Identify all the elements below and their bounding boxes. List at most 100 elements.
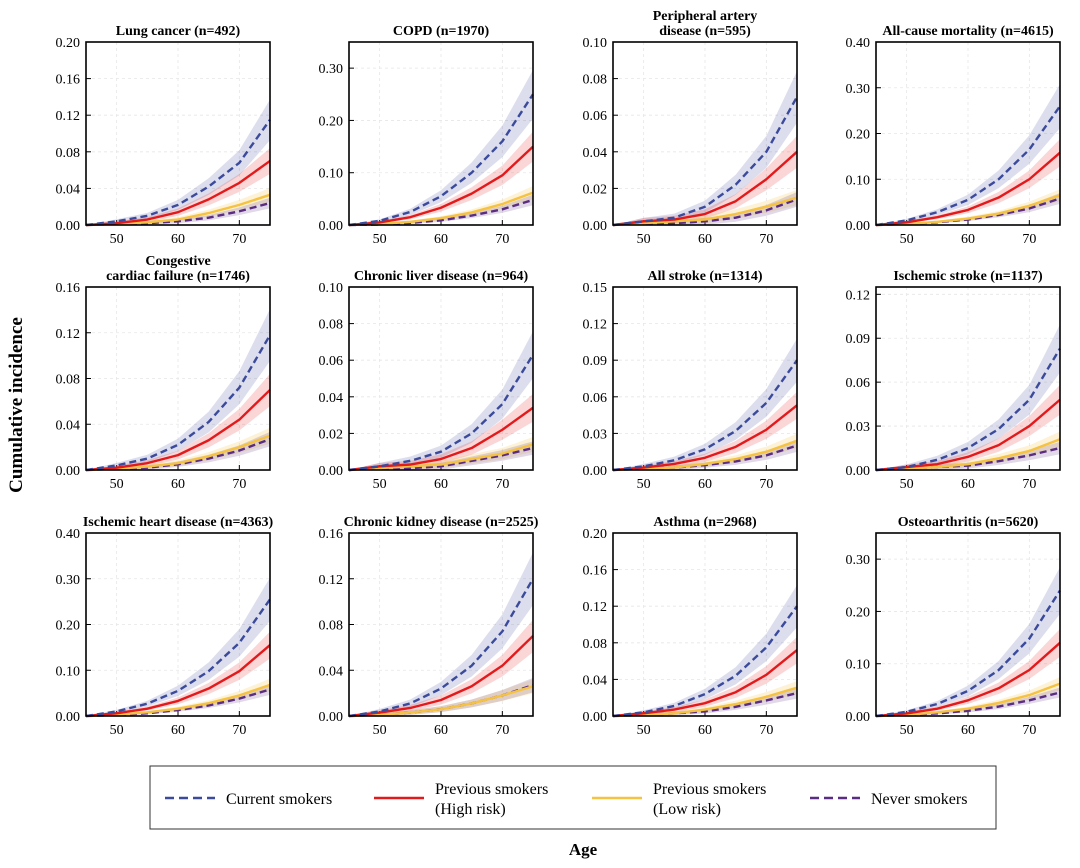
series-line-prev_low: [348, 685, 534, 718]
y-tick-label: 0.12: [583, 318, 608, 333]
y-tick-label: 0.00: [583, 710, 608, 725]
y-tick-label: 0.40: [56, 527, 81, 542]
x-tick-label: 50: [637, 232, 651, 247]
ci-band-prev_high: [86, 373, 270, 470]
x-tick-label: 70: [1022, 477, 1036, 492]
x-tick-label: 70: [232, 477, 246, 492]
y-tick-label: 0.00: [583, 219, 608, 234]
x-tick-label: 50: [373, 232, 387, 247]
x-tick-label: 50: [900, 723, 914, 738]
plot-frame: [612, 41, 798, 226]
subplot-5: 0.00 0.04 0.08 0.12 0.16 50 60 70 Congestivecard…: [56, 254, 272, 492]
x-tick-label: 70: [759, 723, 773, 738]
x-tick-label: 60: [171, 232, 185, 247]
series-line-current: [875, 589, 1062, 718]
subplot-title: cardiac failure (n=1746): [106, 269, 250, 284]
y-tick-label: 0.00: [319, 219, 344, 234]
x-tick-label: 60: [698, 477, 712, 492]
y-tick-label: 0.06: [583, 109, 608, 124]
y-tick-label: 0.00: [56, 464, 81, 479]
y-tick-label: 0.06: [319, 354, 344, 369]
x-axis-label: Age: [569, 840, 598, 859]
series-line-prev_low: [612, 686, 798, 718]
y-tick-label: 0.10: [846, 658, 871, 673]
y-tick-label: 0.08: [319, 619, 344, 634]
x-tick-label: 50: [637, 723, 651, 738]
y-tick-label: 0.12: [56, 109, 81, 124]
y-tick-label: 0.09: [846, 332, 871, 347]
series-line-never: [612, 444, 798, 472]
ci-band-current: [613, 71, 797, 225]
y-tick-label: 0.10: [319, 281, 344, 296]
y-tick-label: 0.12: [846, 288, 871, 303]
y-tick-label: 0.20: [846, 128, 871, 143]
series-line-prev_low: [612, 196, 798, 227]
x-tick-label: 50: [110, 723, 124, 738]
y-tick-label: 0.00: [56, 219, 81, 234]
y-tick-label: 0.15: [583, 281, 608, 296]
subplot-title: Chronic kidney disease (n=2525): [344, 515, 539, 530]
legend-items: Current smokers Previous smokers (High ris…: [165, 781, 967, 818]
series-line-never: [348, 446, 534, 472]
series-line-prev_high: [612, 649, 798, 718]
x-tick-label: 60: [171, 723, 185, 738]
plot-frame: [875, 286, 1061, 471]
y-tick-label: 0.04: [319, 391, 344, 406]
ci-band-never: [349, 441, 533, 470]
legend-label: Current smokers: [226, 791, 332, 808]
y-tick-label: 0.00: [319, 710, 344, 725]
y-tick-label: 0.20: [319, 114, 344, 129]
ci-band-prev_high: [876, 384, 1060, 470]
x-tick-label: 70: [495, 477, 509, 492]
x-tick-label: 70: [759, 232, 773, 247]
y-tick-label: 0.08: [56, 146, 81, 161]
subplot-4: 0.00 0.10 0.20 0.30 0.40 50 60 70 All-cause mort…: [846, 24, 1061, 247]
y-tick-label: 0.20: [846, 605, 871, 620]
subplot-title: Ischemic heart disease (n=4363): [83, 515, 274, 530]
y-tick-label: 0.30: [56, 573, 81, 588]
y-tick-label: 0.12: [319, 573, 344, 588]
y-tick-label: 0.30: [846, 82, 871, 97]
plot-frame: [348, 532, 534, 717]
x-tick-label: 50: [110, 477, 124, 492]
series-line-never: [612, 198, 798, 227]
y-tick-label: 0.06: [846, 376, 871, 391]
x-tick-label: 50: [637, 477, 651, 492]
x-tick-label: 70: [759, 477, 773, 492]
y-tick-label: 0.03: [846, 420, 871, 435]
plot-frame: [85, 532, 271, 717]
y-tick-label: 0.30: [319, 62, 344, 77]
legend-label: (Low risk): [653, 801, 721, 818]
y-tick-label: 0.16: [56, 281, 81, 296]
series-line-prev_high: [348, 406, 534, 472]
series-line-never: [348, 198, 534, 227]
x-tick-label: 60: [171, 477, 185, 492]
subplot-2: 0.00 0.10 0.20 0.30 50 60 70 COPD (n=1970): [319, 24, 535, 247]
x-tick-label: 70: [495, 232, 509, 247]
subplot-title: Asthma (n=2968): [653, 515, 757, 530]
y-tick-label: 0.30: [846, 553, 871, 568]
subplot-9: 0.00 0.10 0.20 0.30 0.40 50 60 70 Ischemic heart…: [56, 515, 274, 738]
plot-frame: [875, 41, 1061, 226]
x-tick-label: 70: [232, 232, 246, 247]
series-line-current: [612, 96, 799, 227]
series-line-current: [85, 119, 271, 227]
subplot-11: 0.00 0.04 0.08 0.12 0.16 0.20 50 60 70 Asthma (n=…: [583, 515, 798, 738]
x-tick-label: 60: [698, 232, 712, 247]
x-tick-label: 50: [900, 477, 914, 492]
y-tick-label: 0.02: [583, 182, 608, 197]
y-tick-label: 0.10: [319, 167, 344, 182]
plot-frame: [348, 286, 534, 471]
series-line-prev_high: [875, 398, 1061, 472]
ci-band-current: [86, 99, 270, 225]
ci-band-current: [613, 585, 797, 716]
ci-band-current: [613, 338, 797, 470]
y-tick-label: 0.02: [319, 427, 344, 442]
subplot-title: Chronic liver disease (n=964): [354, 269, 529, 284]
series-line-prev_low: [348, 191, 534, 227]
series-line-prev_high: [348, 635, 534, 718]
ci-band-current: [86, 309, 270, 470]
y-tick-label: 0.00: [846, 219, 871, 234]
subplot-title: Ischemic stroke (n=1137): [893, 269, 1043, 284]
